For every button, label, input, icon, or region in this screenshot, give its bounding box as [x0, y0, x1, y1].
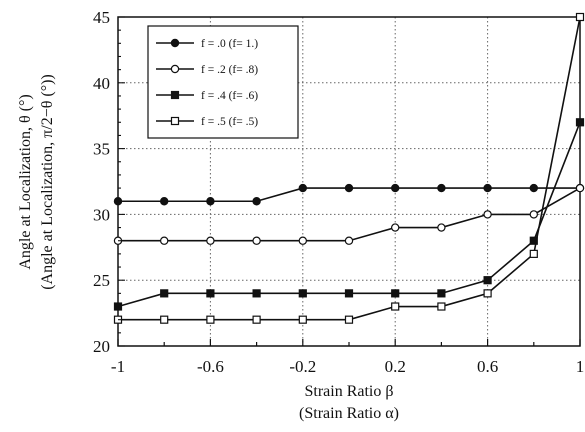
data-point [206, 197, 215, 206]
x-axis-title: Strain Ratio β [304, 383, 393, 400]
data-point [529, 249, 538, 258]
legend: f = .0 (f= 1.) f = .2 (f= .8) f = .4 (f= .… [147, 25, 299, 139]
x-tick-label: -1 [111, 357, 125, 376]
data-point [160, 315, 169, 324]
data-point [206, 315, 215, 324]
data-point [529, 236, 538, 245]
data-point [575, 12, 585, 22]
y-axis-ticks: 20 25 30 35 40 45 [93, 8, 125, 356]
y-tick-label: 30 [93, 205, 110, 224]
data-point [344, 183, 354, 193]
data-point [437, 302, 446, 311]
data-point [575, 183, 585, 193]
data-point [391, 223, 400, 232]
data-point [298, 236, 307, 245]
data-point [252, 289, 261, 298]
x-tick-label: -0.2 [289, 357, 316, 376]
data-point [159, 197, 169, 206]
y-tick-label: 35 [93, 140, 110, 159]
x-tick-label: 1 [576, 357, 585, 376]
data-point [160, 289, 169, 298]
data-point [391, 183, 400, 193]
data-point [170, 90, 180, 100]
data-point [529, 183, 539, 193]
data-point [483, 276, 492, 285]
legend-label: f = .2 (f= .8) [201, 64, 258, 76]
data-point [344, 315, 354, 324]
x-axis-ticks: -1 -0.6 -0.2 0.2 0.6 1 [111, 339, 584, 376]
data-point [483, 210, 492, 219]
series-layer [113, 12, 585, 324]
y-tick-label: 45 [93, 8, 110, 27]
legend-label: f = .4 (f= .6) [201, 90, 258, 102]
data-point [252, 236, 261, 245]
data-point [206, 236, 215, 245]
data-point [252, 197, 261, 206]
x-tick-label: -0.6 [197, 357, 224, 376]
data-point [170, 38, 180, 48]
data-point [391, 289, 400, 298]
data-point [298, 315, 307, 324]
data-point [437, 289, 446, 298]
data-point [344, 289, 354, 298]
data-point [159, 236, 169, 245]
data-point [170, 116, 180, 126]
legend-item: f = .2 (f= .8) [156, 64, 258, 76]
data-point [170, 64, 180, 74]
data-point [344, 236, 354, 245]
data-point [437, 183, 446, 193]
y-tick-label: 20 [93, 337, 110, 356]
series-2 [113, 118, 585, 311]
legend-item: f = .0 (f= 1.) [156, 38, 258, 50]
data-point [483, 289, 492, 298]
series-3 [113, 12, 585, 324]
data-point [298, 183, 307, 193]
y-axis-title: Angle at Localization, θ (°) [17, 94, 34, 269]
y-axis-subtitle: (Angle at Localization, π/2−θ (°)) [39, 74, 56, 290]
legend-item: f = .5 (f= .5) [156, 116, 258, 128]
legend-label: f = .0 (f= 1.) [201, 38, 258, 50]
data-point [252, 315, 261, 324]
series-1 [113, 183, 585, 245]
y-tick-label: 40 [93, 74, 110, 93]
x-tick-label: 0.2 [385, 357, 406, 376]
data-point [391, 302, 400, 311]
data-point [206, 289, 215, 298]
data-point [529, 210, 539, 219]
data-point [575, 118, 585, 127]
series-0 [113, 183, 585, 206]
legend-label: f = .5 (f= .5) [201, 116, 258, 128]
x-tick-label: 0.6 [477, 357, 498, 376]
y-tick-label: 25 [93, 271, 110, 290]
x-axis-subtitle: (Strain Ratio α) [299, 405, 399, 422]
data-point [437, 223, 446, 232]
legend-item: f = .4 (f= .6) [156, 90, 258, 102]
data-point [483, 183, 492, 193]
data-point [298, 289, 307, 298]
